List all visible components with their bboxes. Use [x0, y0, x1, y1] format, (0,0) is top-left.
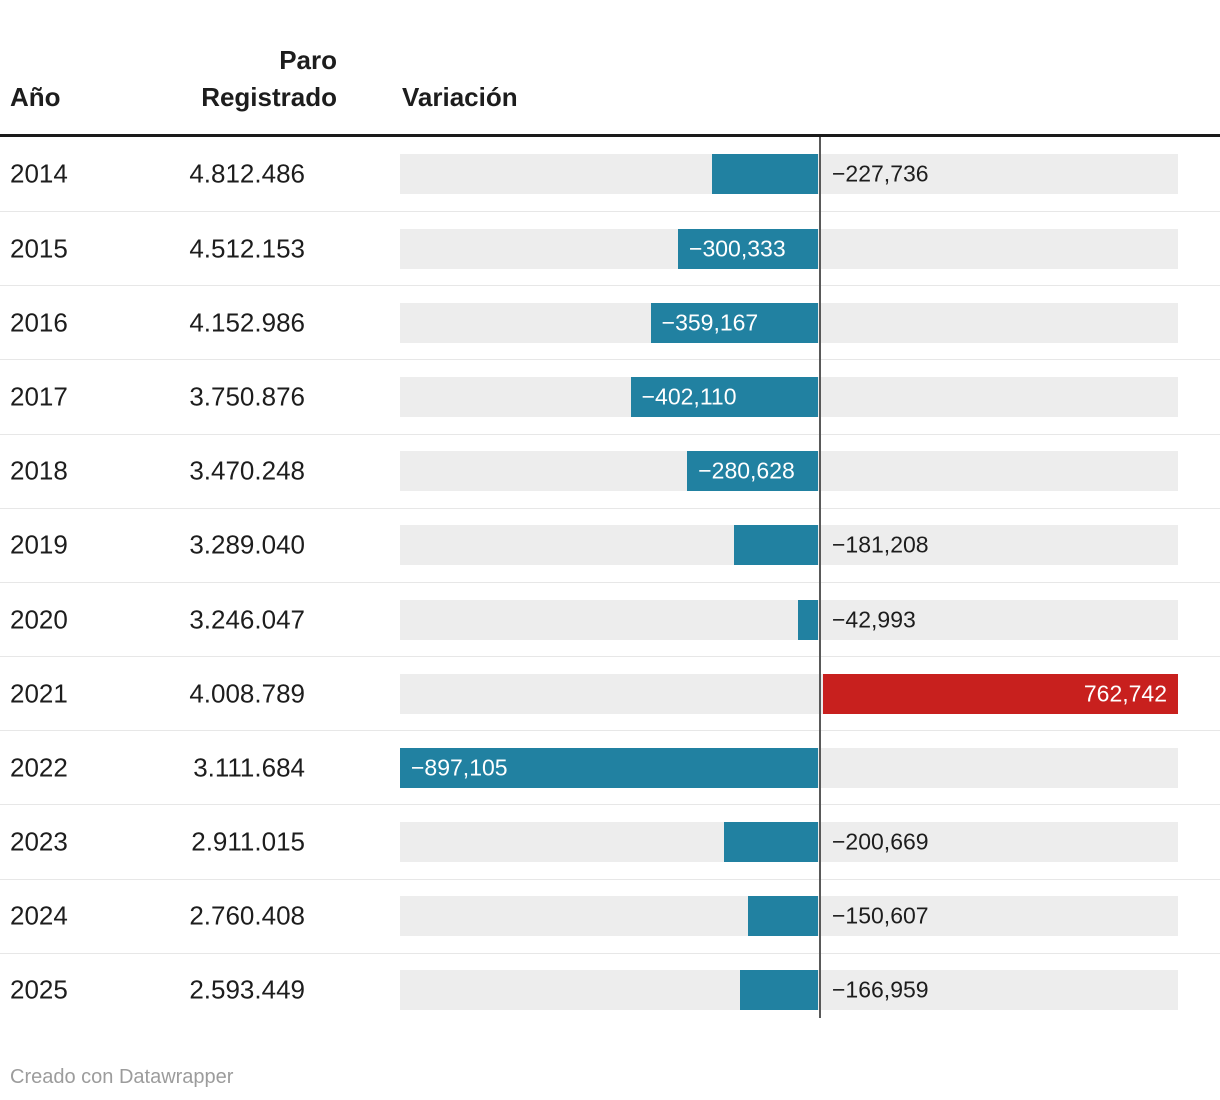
- year-cell: 2023: [10, 826, 68, 857]
- paro-registrado-cell: 3.750.876: [189, 381, 305, 412]
- variation-label: −402,110: [641, 383, 737, 410]
- variation-bar: [630, 377, 818, 418]
- paro-registrado-cell: 4.512.153: [189, 233, 305, 264]
- table-row: 2015 4.512.153 −300,333: [0, 211, 1220, 285]
- variation-label: −150,607: [832, 902, 929, 929]
- year-cell: 2022: [10, 752, 68, 783]
- year-cell: 2016: [10, 307, 68, 338]
- paro-registrado-cell: 2.760.408: [189, 900, 305, 931]
- year-cell: 2014: [10, 158, 68, 189]
- paro-registrado-cell: 4.812.486: [189, 158, 305, 189]
- year-cell: 2018: [10, 455, 68, 486]
- paro-registrado-cell: 3.289.040: [189, 529, 305, 560]
- table-row: 2024 2.760.408 −150,607: [0, 878, 1220, 953]
- year-cell: 2021: [10, 678, 68, 709]
- paro-registrado-cell: 4.152.986: [189, 307, 305, 338]
- table-row: 2016 4.152.986 −359,167: [0, 285, 1220, 359]
- variation-bar: [740, 970, 818, 1011]
- table-row: 2023 2.911.015 −200,669: [0, 804, 1220, 878]
- variation-bar: [724, 821, 818, 862]
- year-cell: 2015: [10, 233, 68, 264]
- variation-bar: [650, 302, 818, 343]
- table-row: 2018 3.470.248 −280,628: [0, 433, 1220, 508]
- header-rule: [0, 134, 1220, 137]
- variation-label: 762,742: [1083, 680, 1167, 707]
- variation-label: −42,993: [832, 606, 916, 633]
- table-row: 2017 3.750.876 −402,110: [0, 359, 1220, 433]
- column-header-year: Año: [10, 82, 61, 112]
- variation-track: [400, 599, 1178, 640]
- year-cell: 2019: [10, 529, 68, 560]
- variation-label: −280,628: [698, 457, 795, 484]
- variation-label: −227,736: [832, 160, 929, 187]
- table-row: 2019 3.289.040 −181,208: [0, 507, 1220, 582]
- variation-bar: [678, 228, 818, 269]
- year-cell: 2017: [10, 381, 68, 412]
- table-row: 2025 2.593.449 −166,959: [0, 952, 1220, 1027]
- table-row: 2021 4.008.789 762,742: [0, 656, 1220, 730]
- variation-label: −166,959: [832, 976, 929, 1003]
- paro-registrado-cell: 3.111.684: [193, 752, 305, 783]
- datawrapper-credit-link[interactable]: Creado con Datawrapper: [10, 1066, 234, 1088]
- variation-bar: [747, 896, 818, 937]
- zero-axis-line: [819, 137, 821, 1018]
- paro-registrado-cell: 2.911.015: [191, 826, 305, 857]
- variation-bar: [400, 747, 818, 788]
- table-row: 2020 3.246.047 −42,993: [0, 581, 1220, 656]
- column-header-paro-registrado: Paro Registrado: [201, 45, 337, 112]
- variation-label: −897,105: [411, 754, 508, 781]
- paro-registrado-cell: 4.008.789: [189, 678, 305, 709]
- variation-bar: [823, 673, 1178, 714]
- year-cell: 2025: [10, 974, 68, 1005]
- variation-label: −359,167: [661, 309, 759, 336]
- paro-registrado-cell: 3.470.248: [189, 455, 305, 486]
- variation-label: −300,333: [689, 235, 786, 262]
- column-header-variacion: Variación: [402, 82, 518, 112]
- variation-bar: [733, 525, 818, 566]
- table-row: 2022 3.111.684 −897,105: [0, 730, 1220, 804]
- variation-bar: [711, 154, 818, 195]
- table-body: 2014 4.812.486 −227,736 2015 4.512.153 −…: [0, 137, 1220, 1027]
- year-cell: 2024: [10, 900, 68, 931]
- variation-label: −181,208: [832, 531, 929, 558]
- variation-bar: [797, 599, 818, 640]
- table-row: 2014 4.812.486 −227,736: [0, 137, 1220, 211]
- paro-registrado-cell: 3.246.047: [189, 604, 305, 635]
- variation-label: −200,669: [832, 828, 929, 855]
- variation-bar: [687, 451, 818, 492]
- paro-registrado-cell: 2.593.449: [189, 974, 305, 1005]
- year-cell: 2020: [10, 604, 68, 635]
